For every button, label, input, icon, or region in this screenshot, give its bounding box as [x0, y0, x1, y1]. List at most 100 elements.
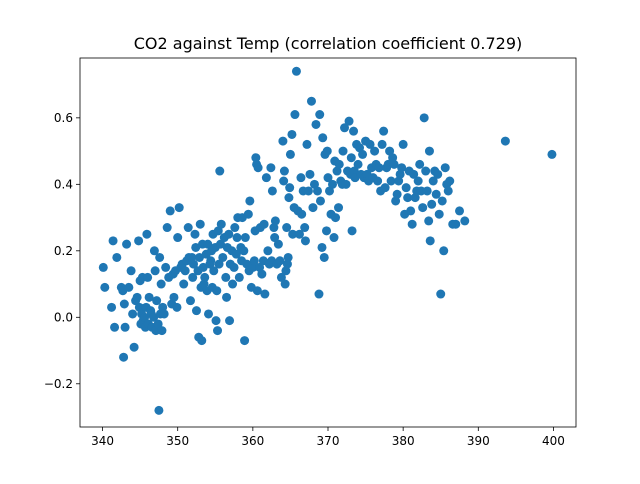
- data-point: [424, 146, 434, 156]
- data-point: [389, 159, 399, 169]
- data-point: [349, 166, 359, 176]
- data-point: [334, 203, 344, 213]
- points-layer: [98, 66, 557, 415]
- data-point: [100, 282, 110, 292]
- data-point: [195, 219, 205, 229]
- data-point: [437, 196, 447, 206]
- data-point: [232, 233, 242, 243]
- data-point: [191, 242, 201, 252]
- data-point: [188, 259, 198, 269]
- data-point: [221, 272, 231, 282]
- x-tick-label: 340: [91, 434, 114, 448]
- data-point: [341, 179, 351, 189]
- data-point: [427, 199, 437, 209]
- x-tick-label: 370: [317, 434, 340, 448]
- data-point: [108, 236, 118, 246]
- data-point: [283, 252, 293, 262]
- data-point: [460, 216, 470, 226]
- data-point: [331, 213, 341, 223]
- data-point: [421, 166, 431, 176]
- data-point: [322, 226, 331, 236]
- data-point: [349, 126, 359, 136]
- data-point: [317, 242, 327, 252]
- x-tick-label: 400: [542, 434, 565, 448]
- data-point: [302, 139, 312, 149]
- data-point: [445, 176, 455, 186]
- data-point: [315, 110, 325, 120]
- data-point: [122, 239, 132, 249]
- data-point: [314, 289, 324, 299]
- data-point: [119, 352, 129, 362]
- x-tick-label: 390: [467, 434, 490, 448]
- data-point: [365, 139, 375, 149]
- data-point: [120, 322, 130, 332]
- data-point: [305, 169, 315, 179]
- data-point: [165, 206, 175, 216]
- data-point: [112, 252, 122, 262]
- data-point: [156, 279, 166, 289]
- data-point: [230, 223, 240, 233]
- data-point: [424, 216, 434, 226]
- data-point: [431, 189, 441, 199]
- data-point: [240, 336, 250, 346]
- data-point: [344, 116, 354, 126]
- data-point: [159, 309, 169, 319]
- data-point: [406, 206, 416, 216]
- data-point: [218, 252, 228, 262]
- data-point: [245, 196, 255, 206]
- data-point: [144, 292, 154, 302]
- data-point: [377, 139, 387, 149]
- data-point: [276, 272, 286, 282]
- data-point: [282, 259, 292, 269]
- data-point: [300, 223, 310, 233]
- data-point: [257, 269, 267, 279]
- data-point: [275, 256, 285, 266]
- data-point: [315, 196, 325, 206]
- data-point: [216, 239, 226, 249]
- data-point: [273, 239, 283, 249]
- data-point: [547, 149, 557, 159]
- data-point: [370, 146, 380, 156]
- data-point: [98, 262, 108, 272]
- data-point: [149, 312, 159, 322]
- data-point: [415, 159, 425, 169]
- data-point: [252, 286, 262, 296]
- data-point: [259, 219, 269, 229]
- data-point: [397, 163, 407, 173]
- data-point: [291, 66, 301, 76]
- data-point: [222, 292, 232, 302]
- chart-title: CO2 against Temp (correlation coefficien…: [134, 34, 523, 53]
- data-point: [224, 229, 234, 239]
- data-point: [284, 193, 294, 203]
- data-point: [409, 169, 419, 179]
- data-point: [428, 176, 438, 186]
- y-tick-label: 0.6: [54, 111, 73, 125]
- data-point: [267, 186, 277, 196]
- x-tick-label: 350: [166, 434, 189, 448]
- data-point: [228, 279, 238, 289]
- data-point: [500, 136, 510, 146]
- y-tick-label: 0.0: [54, 310, 73, 324]
- data-point: [278, 136, 288, 146]
- data-point: [312, 186, 322, 196]
- data-point: [206, 256, 216, 266]
- data-point: [243, 209, 253, 219]
- y-axis-ticks: −0.2 0.0 0.2 0.4 0.6: [44, 111, 80, 391]
- data-point: [319, 252, 329, 262]
- data-point: [161, 262, 171, 272]
- data-point: [392, 189, 402, 199]
- data-point: [172, 302, 182, 312]
- data-point: [150, 266, 160, 276]
- data-point: [380, 183, 390, 193]
- data-point: [418, 203, 428, 213]
- data-point: [303, 186, 313, 196]
- data-point: [107, 302, 117, 312]
- y-tick-label: 0.2: [54, 244, 73, 258]
- data-point: [443, 186, 453, 196]
- data-point: [440, 163, 450, 173]
- data-point: [270, 216, 280, 226]
- data-point: [379, 126, 389, 136]
